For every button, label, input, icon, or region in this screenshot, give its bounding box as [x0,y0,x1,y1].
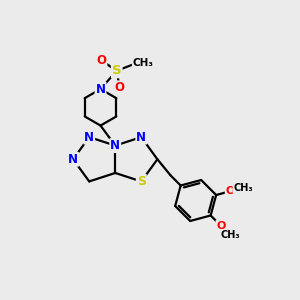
Text: CH₃: CH₃ [133,58,154,68]
Text: N: N [95,82,106,95]
Text: N: N [110,139,120,152]
Text: O: O [226,186,235,196]
Text: S: S [137,175,146,188]
Text: N: N [68,153,78,166]
Text: O: O [216,221,226,231]
Text: N: N [136,130,146,144]
Text: N: N [84,130,94,144]
Text: O: O [115,81,125,94]
Text: S: S [112,64,122,77]
Text: O: O [96,54,106,67]
Text: CH₃: CH₃ [220,230,240,240]
Text: CH₃: CH₃ [233,183,253,193]
